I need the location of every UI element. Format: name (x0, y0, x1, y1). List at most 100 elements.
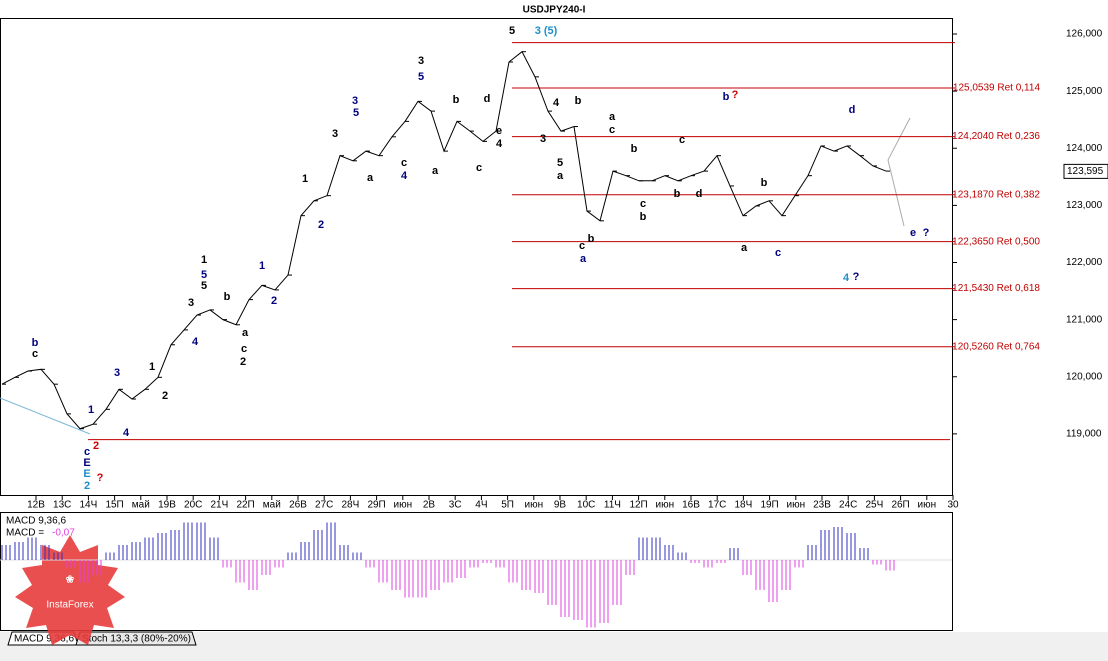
wave-label: 2 (162, 390, 168, 402)
wave-label: 2 (318, 219, 324, 231)
wave-label: ? (732, 89, 739, 101)
x-tick-label: май (132, 500, 150, 511)
wave-label: 5 (509, 25, 515, 37)
x-tick-label: 26П (891, 500, 909, 511)
wave-label: c (679, 134, 685, 146)
x-tick-label: 16В (682, 500, 700, 511)
wave-label: 1 (88, 404, 94, 416)
x-tick-label: 23В (813, 500, 831, 511)
wave-label: c (609, 124, 615, 136)
x-tick-label: июн (524, 500, 543, 511)
wave-label: b (453, 94, 460, 106)
wave-label: a (432, 165, 439, 177)
wave-label: e (910, 227, 916, 239)
wave-label: 3 (418, 55, 424, 67)
logo-icon: ❀ (66, 575, 75, 586)
wave-label: 5 (418, 71, 424, 83)
x-tick-label: 17С (708, 500, 726, 511)
wave-label: a (557, 170, 564, 182)
x-tick-label: 28Ч (342, 500, 360, 511)
x-tick-label: 14Ч (80, 500, 98, 511)
macd-value-text: MACD = (6, 528, 44, 539)
macd-label: MACD 9,36,6 (6, 516, 66, 527)
wave-label: 4 (553, 97, 560, 109)
wave-label: 3 (540, 133, 546, 145)
wave-label: a (609, 111, 616, 123)
tab-label[interactable]: MACD 9,36,6 (14, 634, 74, 645)
wave-label: 5 (353, 107, 359, 119)
current-price-box (1063, 163, 1108, 179)
wave-label: b (588, 233, 595, 245)
trend-line (0, 397, 91, 435)
x-tick-label: 30 (947, 500, 959, 511)
wave-label: ? (923, 227, 930, 239)
x-tick-label: 26В (289, 500, 307, 511)
wave-label: 2 (271, 295, 277, 307)
wave-label: b (723, 91, 730, 103)
wave-label: 3 (352, 95, 358, 107)
wave-label: 4 (192, 336, 199, 348)
x-tick-label: 21Ч (211, 500, 229, 511)
wave-label: 4 (123, 427, 130, 439)
wave-label: ? (97, 472, 104, 484)
wave-label: 2 (240, 356, 246, 368)
x-tick-label: 29П (367, 500, 385, 511)
wave-label: c (579, 240, 585, 252)
x-tick-label: 12В (27, 500, 45, 511)
wave-label: c (476, 162, 482, 174)
wave-label: 3 (5) (535, 25, 558, 37)
wave-label: 5 (201, 269, 207, 281)
wave-label: 1 (149, 361, 155, 373)
x-tick-label: 25Ч (866, 500, 884, 511)
level-label: 120,5260 Ret 0,764 (952, 341, 1040, 352)
wave-label: 1 (201, 254, 207, 266)
wave-label: 2 (84, 480, 90, 492)
wave-label: b (224, 291, 231, 303)
x-tick-label: 2В (423, 500, 436, 511)
price-pane (0, 18, 953, 496)
logo-text: InstaForex (46, 600, 93, 611)
x-tick-label: 13С (53, 500, 71, 511)
projection (887, 159, 905, 227)
wave-label: E (83, 457, 90, 469)
wave-label: b (631, 143, 638, 155)
wave-label: c (401, 157, 407, 169)
y-tick-label: 123,000 (1066, 200, 1103, 211)
tab-label[interactable]: Stoch 13,3,3 (80%-20%) (82, 634, 191, 645)
wave-label: a (580, 253, 587, 265)
x-tick-label: 27С (315, 500, 333, 511)
wave-label: 4 (401, 170, 408, 182)
wave-label: d (696, 188, 703, 200)
x-tick-label: 5П (501, 500, 514, 511)
level-label: 123,1870 Ret 0,382 (952, 189, 1040, 200)
wave-label: c (84, 446, 90, 458)
y-tick-label: 122,000 (1066, 257, 1103, 268)
x-tick-label: 22П (236, 500, 254, 511)
wave-label: 4 (843, 272, 850, 284)
x-tick-label: 20С (184, 500, 202, 511)
wave-label: 1 (302, 173, 308, 185)
wave-label: b (640, 211, 647, 223)
wave-label: 3 (114, 367, 120, 379)
current-price-label: 123,595 (1067, 166, 1104, 177)
macd-value: -0,07 (52, 528, 75, 539)
projection (887, 117, 911, 161)
y-tick-label: 124,000 (1066, 143, 1103, 154)
wave-label: a (367, 172, 374, 184)
y-tick-label: 121,000 (1066, 314, 1103, 325)
x-tick-label: 12П (629, 500, 647, 511)
wave-label: 2 (93, 440, 99, 452)
x-tick-label: июн (655, 500, 674, 511)
x-tick-label: июн (786, 500, 805, 511)
level-label: 124,2040 Ret 0,236 (952, 131, 1040, 142)
wave-label: b (32, 337, 39, 349)
wave-label: b (575, 95, 582, 107)
wave-label: 4 (496, 138, 503, 150)
level-label: 125,0539 Ret 0,114 (953, 83, 1041, 94)
wave-label: c (241, 343, 247, 355)
x-tick-label: 19П (760, 500, 778, 511)
wave-label: 3 (188, 297, 194, 309)
wave-label: 1 (259, 260, 265, 272)
